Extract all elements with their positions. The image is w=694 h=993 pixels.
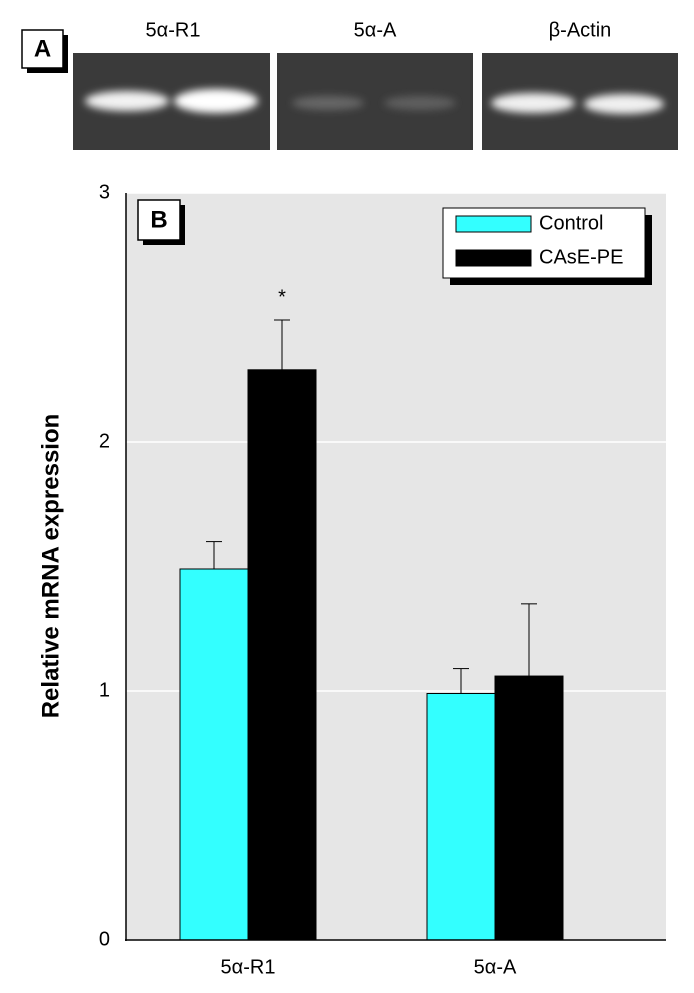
y-tick-label: 0 bbox=[99, 928, 110, 950]
gel-panel bbox=[73, 53, 678, 150]
y-axis-title: Relative mRNA expression bbox=[37, 414, 64, 719]
panel-label: A bbox=[34, 35, 51, 62]
bars bbox=[179, 319, 564, 941]
gel-band bbox=[292, 96, 364, 110]
legend: Control CAsE-PE bbox=[442, 207, 652, 285]
gel-band bbox=[384, 96, 456, 110]
gel-band bbox=[174, 89, 258, 113]
panel-label-box bbox=[137, 199, 181, 241]
y-tick-label: 1 bbox=[99, 679, 110, 701]
legend-swatch bbox=[455, 249, 532, 267]
x-tick-label: 5α-R1 bbox=[221, 956, 276, 978]
gel-band bbox=[491, 93, 575, 113]
y-tick-label: 2 bbox=[99, 430, 110, 452]
legend-label: Control bbox=[539, 212, 603, 234]
annotation: * bbox=[278, 286, 286, 308]
gel-band bbox=[85, 91, 169, 111]
gel-band bbox=[584, 94, 664, 114]
lane-label: 5α-A bbox=[354, 19, 397, 41]
bar bbox=[179, 568, 249, 941]
lane-label: β-Actin bbox=[549, 19, 612, 41]
legend-swatch bbox=[455, 215, 532, 233]
bar bbox=[494, 675, 564, 941]
panel-label-box bbox=[21, 29, 64, 69]
bar bbox=[247, 369, 317, 941]
bar bbox=[426, 692, 496, 941]
lane-label: 5α-R1 bbox=[146, 19, 201, 41]
y-tick-label: 3 bbox=[99, 181, 110, 203]
legend-label: CAsE-PE bbox=[539, 246, 623, 268]
x-tick-label: 5α-A bbox=[474, 956, 517, 978]
panel-label: B bbox=[150, 206, 167, 233]
